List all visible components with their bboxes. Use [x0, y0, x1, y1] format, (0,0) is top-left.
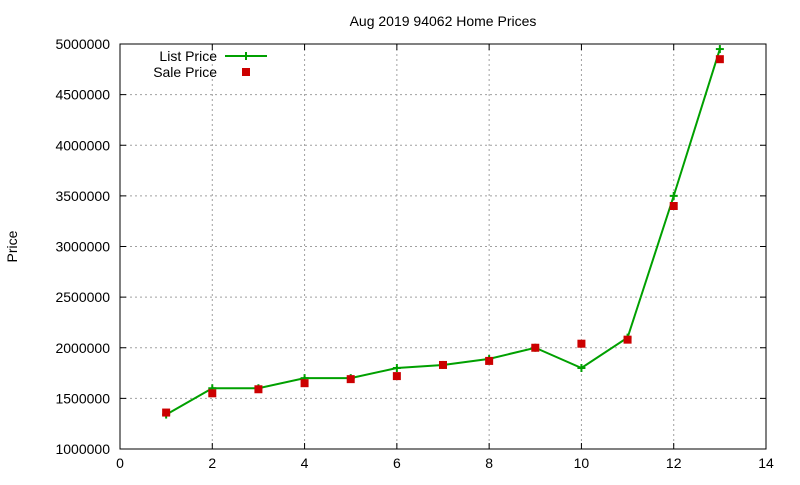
data-point: [531, 343, 540, 352]
tick-layer: 0 2 4 6 8 10 12 14 1000000 1500000 2000000 2500000 3…: [55, 36, 774, 471]
data-point: [577, 364, 586, 372]
x-tick-label: 0: [116, 455, 124, 471]
legend-label: Sale Price: [153, 64, 217, 80]
y-tick-label: 2500000: [55, 289, 110, 305]
data-point: [669, 191, 678, 200]
x-tick-label: 12: [666, 455, 682, 471]
x-tick-label: 8: [485, 455, 493, 471]
data-point: [162, 408, 171, 417]
y-tick-label: 4500000: [55, 87, 110, 103]
data-point: [208, 389, 217, 398]
data-point: [300, 379, 309, 388]
y-axis-label: Price: [4, 230, 20, 262]
data-point: [715, 55, 724, 64]
data-point: [577, 339, 586, 348]
series-1: [162, 55, 724, 417]
x-tick-label: 14: [758, 455, 774, 471]
data-point: [715, 45, 724, 54]
x-tick-label: 4: [301, 455, 309, 471]
x-tick-label: 6: [393, 455, 401, 471]
y-tick-label: 1000000: [55, 441, 110, 457]
y-tick-label: 4000000: [55, 137, 110, 153]
legend-entry: List Price: [159, 48, 267, 64]
data-point: [392, 372, 401, 381]
series-layer: [162, 45, 724, 419]
data-point: [485, 356, 494, 365]
data-point: [623, 335, 632, 344]
data-point: [669, 202, 678, 210]
legend-marker: [242, 52, 250, 60]
series-line: [165, 48, 721, 416]
data-point: [392, 364, 401, 372]
chart-title: Aug 2019 94062 Home Prices: [350, 13, 537, 29]
x-tick-label: 2: [208, 455, 216, 471]
x-tick-label: 10: [574, 455, 590, 471]
data-point: [254, 385, 263, 394]
legend-entry: Sale Price: [153, 64, 250, 80]
data-point: [346, 375, 355, 384]
y-tick-label: 3000000: [55, 239, 110, 255]
y-tick-label: 2000000: [55, 340, 110, 356]
y-tick-label: 3500000: [55, 188, 110, 204]
legend-marker: [242, 68, 250, 76]
y-tick-label: 1500000: [55, 390, 110, 406]
legend-label: List Price: [159, 48, 217, 64]
data-point: [439, 360, 447, 369]
y-tick-label: 5000000: [55, 36, 110, 52]
